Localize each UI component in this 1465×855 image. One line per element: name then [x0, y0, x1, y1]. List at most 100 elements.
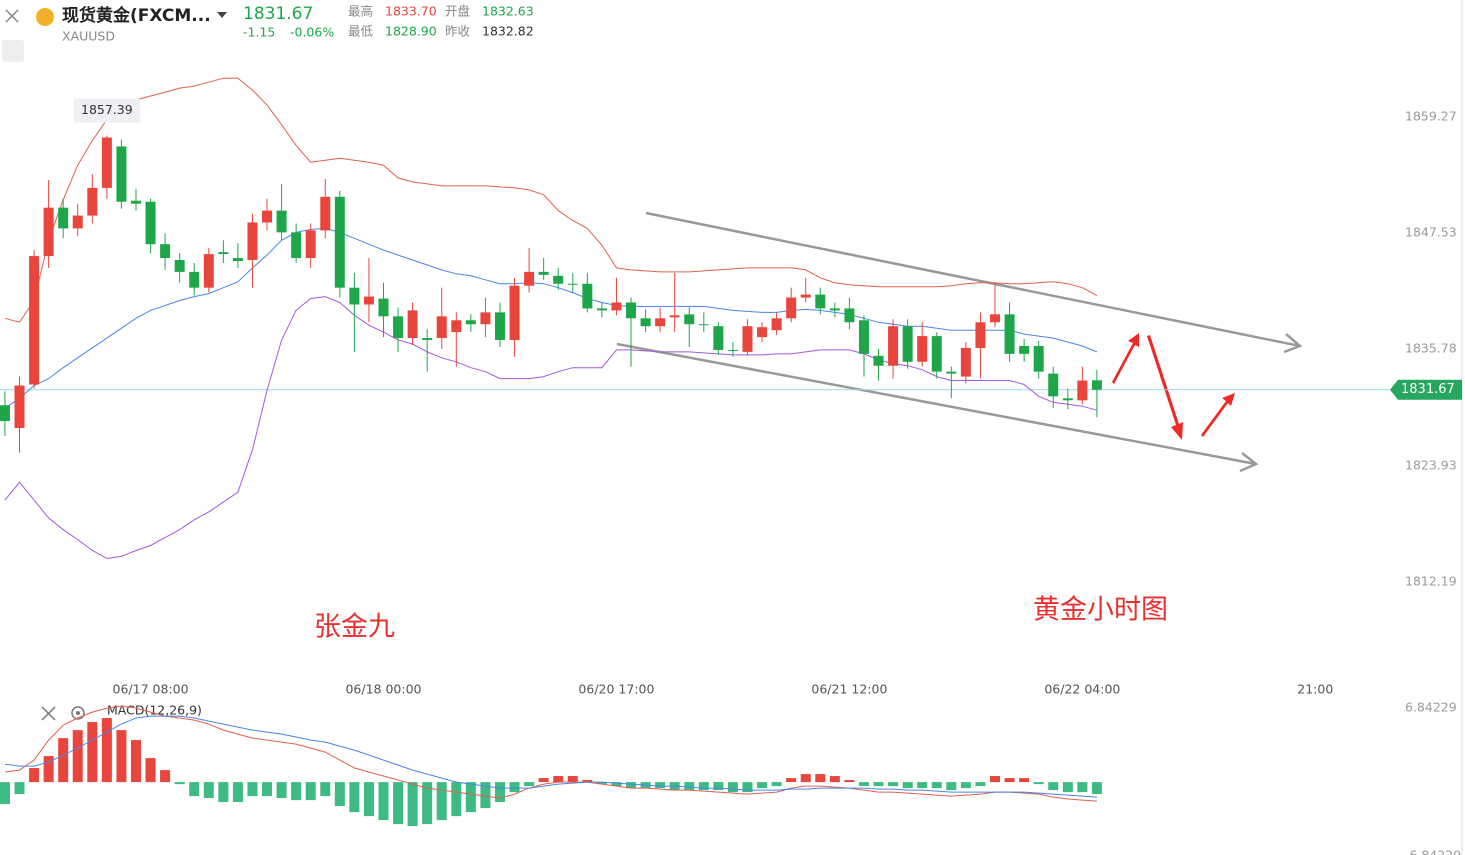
macd-bar [960, 782, 971, 789]
macd-bar [567, 776, 578, 783]
macd-bar [29, 768, 40, 783]
macd-bar [829, 776, 840, 783]
candle-body [888, 326, 899, 366]
red-arrow [1201, 393, 1235, 437]
candle-body [553, 275, 564, 284]
y-tick-label: 6.84229 [1405, 700, 1457, 715]
candle-body [1004, 314, 1015, 354]
macd-bar [494, 782, 505, 803]
candle-body [989, 314, 1000, 323]
candle-body [757, 327, 768, 338]
stat-value: 1833.70 [385, 4, 437, 19]
stat-name: 最高 [348, 4, 373, 19]
macd-bar [349, 782, 360, 813]
candle-body [713, 326, 724, 350]
candle-body [247, 222, 258, 261]
high-label: 1857.39 [81, 102, 133, 117]
candle-body [1077, 380, 1088, 401]
macd-bar [786, 778, 797, 783]
stat-name: 最低 [348, 24, 374, 39]
dropdown[interactable] [217, 12, 227, 18]
candle-body [873, 355, 884, 366]
candle-body [320, 196, 331, 231]
candle-body [902, 326, 913, 362]
arrow-head [1239, 452, 1259, 473]
macd-bar [276, 782, 287, 799]
candle-body [262, 210, 273, 223]
macd-bar [975, 782, 986, 787]
settings-icon[interactable] [76, 711, 80, 715]
candle-body [596, 308, 607, 311]
candle-body [582, 283, 593, 309]
candle-body [378, 298, 389, 317]
macd-bar [1091, 782, 1102, 795]
candle-body [698, 324, 709, 326]
macd-bar [72, 730, 83, 783]
y-tick-label: 1812.19 [1405, 574, 1457, 589]
candle-body [917, 336, 928, 362]
macd-bar [14, 782, 25, 795]
macd-bar [524, 782, 535, 787]
macd-bar [727, 782, 738, 793]
candle-body [43, 207, 54, 257]
last-price: 1831.67 [243, 4, 313, 24]
candle-body [436, 316, 447, 339]
candle-body [640, 318, 651, 327]
macd-bar [1048, 782, 1059, 791]
y-tick-label: 1835.78 [1405, 341, 1457, 356]
macd-bar [407, 782, 418, 827]
tool-button[interactable] [2, 40, 24, 62]
macd-bar [465, 782, 476, 813]
channel-line [616, 342, 1257, 466]
x-tick-label: 06/17 08:00 [113, 682, 189, 697]
candle-body [174, 260, 185, 272]
macd-bar [145, 758, 156, 783]
macd-bar [655, 782, 666, 789]
macd-bar [757, 782, 768, 789]
macd-bar [989, 776, 1000, 783]
y-tick-label: 1823.93 [1405, 458, 1457, 473]
macd-bar [174, 782, 185, 785]
macd-bar [334, 782, 345, 807]
close-icon[interactable] [5, 9, 19, 23]
candle-body [232, 258, 243, 262]
close-icon[interactable] [41, 706, 56, 721]
candle-body [130, 200, 141, 204]
candle-body [189, 271, 200, 288]
macd-bar [800, 774, 811, 783]
macd-bar [888, 782, 899, 787]
candle-body [72, 215, 83, 229]
candle-body [567, 283, 578, 285]
macd-bar [1019, 778, 1030, 783]
macd-bar [87, 722, 98, 783]
macd-bar [393, 782, 404, 825]
macd-bar [1004, 778, 1015, 783]
macd-bar [58, 738, 69, 783]
gold-icon [36, 8, 54, 26]
macd-bar [858, 782, 869, 787]
candle-body [203, 254, 214, 288]
price-tag [1390, 379, 1462, 400]
macd-bar [422, 782, 433, 825]
symbol: XAUUSD [62, 29, 115, 44]
macd-bar [873, 782, 884, 787]
macd-bar [363, 782, 374, 817]
macd-bar [917, 782, 928, 789]
macd-bar [1077, 782, 1088, 793]
settings-icon[interactable] [71, 706, 85, 720]
drawings [616, 211, 1303, 473]
candle-body [800, 294, 811, 298]
arrow-head [1283, 333, 1303, 354]
macd-bar [698, 782, 709, 791]
macd-bar [902, 782, 913, 789]
macd-bar [130, 740, 141, 783]
candle-body [742, 326, 753, 352]
macd-bar [626, 782, 637, 789]
header: 现货黄金(FXCM... XAUUSD 1831.67 -1.15 -0.06% [2, 4, 334, 62]
candle-body [116, 146, 127, 202]
channel-line [645, 211, 1301, 348]
macd-bar [436, 782, 447, 821]
candle-body [771, 318, 782, 331]
annotation: 黄金小时图 [1033, 595, 1168, 626]
